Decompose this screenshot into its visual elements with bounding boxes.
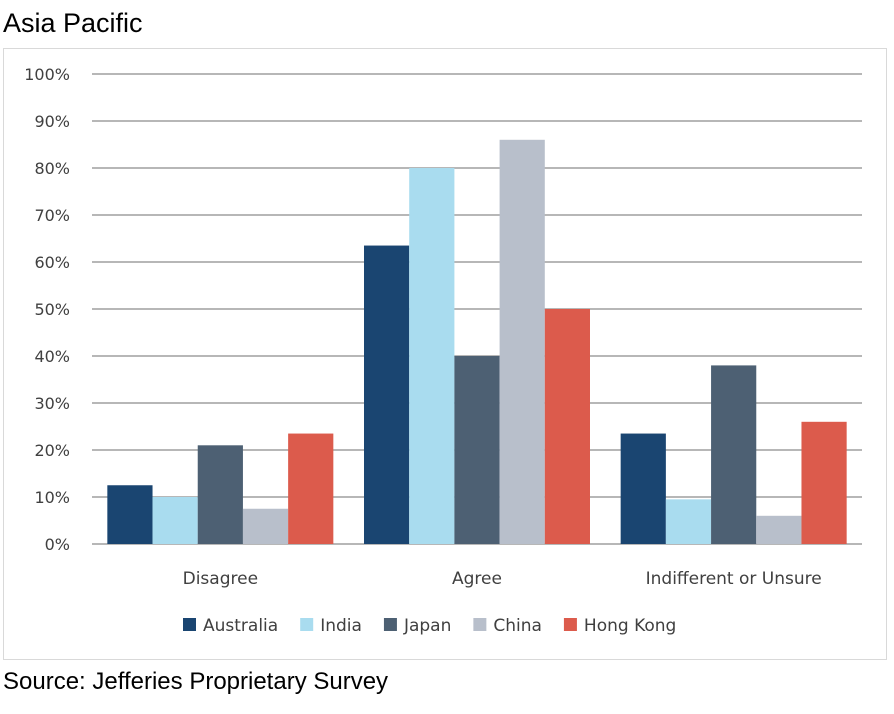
bar-australia — [620, 433, 666, 544]
bar-australia — [364, 245, 410, 545]
bar-india — [152, 497, 198, 544]
y-tick-label: 20% — [34, 441, 70, 460]
bar-japan — [454, 356, 500, 544]
bar-hong-kong — [544, 309, 590, 544]
y-tick-label: 50% — [34, 300, 70, 319]
bar-china — [499, 139, 545, 545]
legend-swatch — [183, 618, 196, 631]
bar-china — [242, 508, 289, 544]
legend-swatch — [563, 618, 577, 631]
bars — [107, 139, 847, 545]
x-category-label: Indifferent or Unsure — [646, 569, 822, 589]
source-note: Source: Jefferies Proprietary Survey — [3, 668, 389, 695]
legend-swatch — [300, 618, 314, 631]
y-tick-label: 30% — [34, 394, 70, 413]
y-tick-label: 80% — [34, 159, 70, 178]
legend-swatch — [383, 618, 397, 631]
bar-japan — [711, 365, 757, 544]
y-tick-label: 100% — [24, 65, 70, 84]
x-category-label: Disagree — [183, 569, 258, 589]
y-tick-label: 0% — [45, 535, 70, 554]
y-tick-label: 70% — [34, 206, 70, 225]
legend-label: Hong Kong — [584, 616, 676, 636]
legend-label: China — [493, 616, 542, 636]
x-category-label: Agree — [452, 569, 502, 589]
y-tick-label: 40% — [34, 347, 70, 366]
bar-india — [409, 168, 455, 544]
legend-swatch — [473, 618, 487, 631]
bar-india — [665, 499, 712, 544]
y-axis-ticks: 0% 10% 20% 30% 40% 50% 60% 70% 80% 90% 100% — [24, 65, 70, 554]
y-tick-label: 60% — [34, 253, 70, 272]
bar-australia — [107, 485, 153, 544]
legend: Australia India Japan China Hong Kong — [183, 616, 676, 636]
bar-hong-kong — [288, 433, 334, 544]
chart-title: Asia Pacific — [3, 8, 143, 38]
y-tick-label: 90% — [34, 112, 70, 131]
bar-china — [756, 515, 802, 544]
y-tick-label: 10% — [34, 488, 70, 507]
chart-frame — [3, 48, 887, 660]
legend-label: India — [320, 616, 362, 636]
legend-label: Australia — [203, 616, 278, 636]
x-axis-categories: Disagree Agree Indifferent or Unsure — [183, 569, 822, 589]
legend-label: Japan — [403, 616, 451, 636]
bar-hong-kong — [801, 421, 847, 544]
bar-japan — [197, 445, 243, 544]
